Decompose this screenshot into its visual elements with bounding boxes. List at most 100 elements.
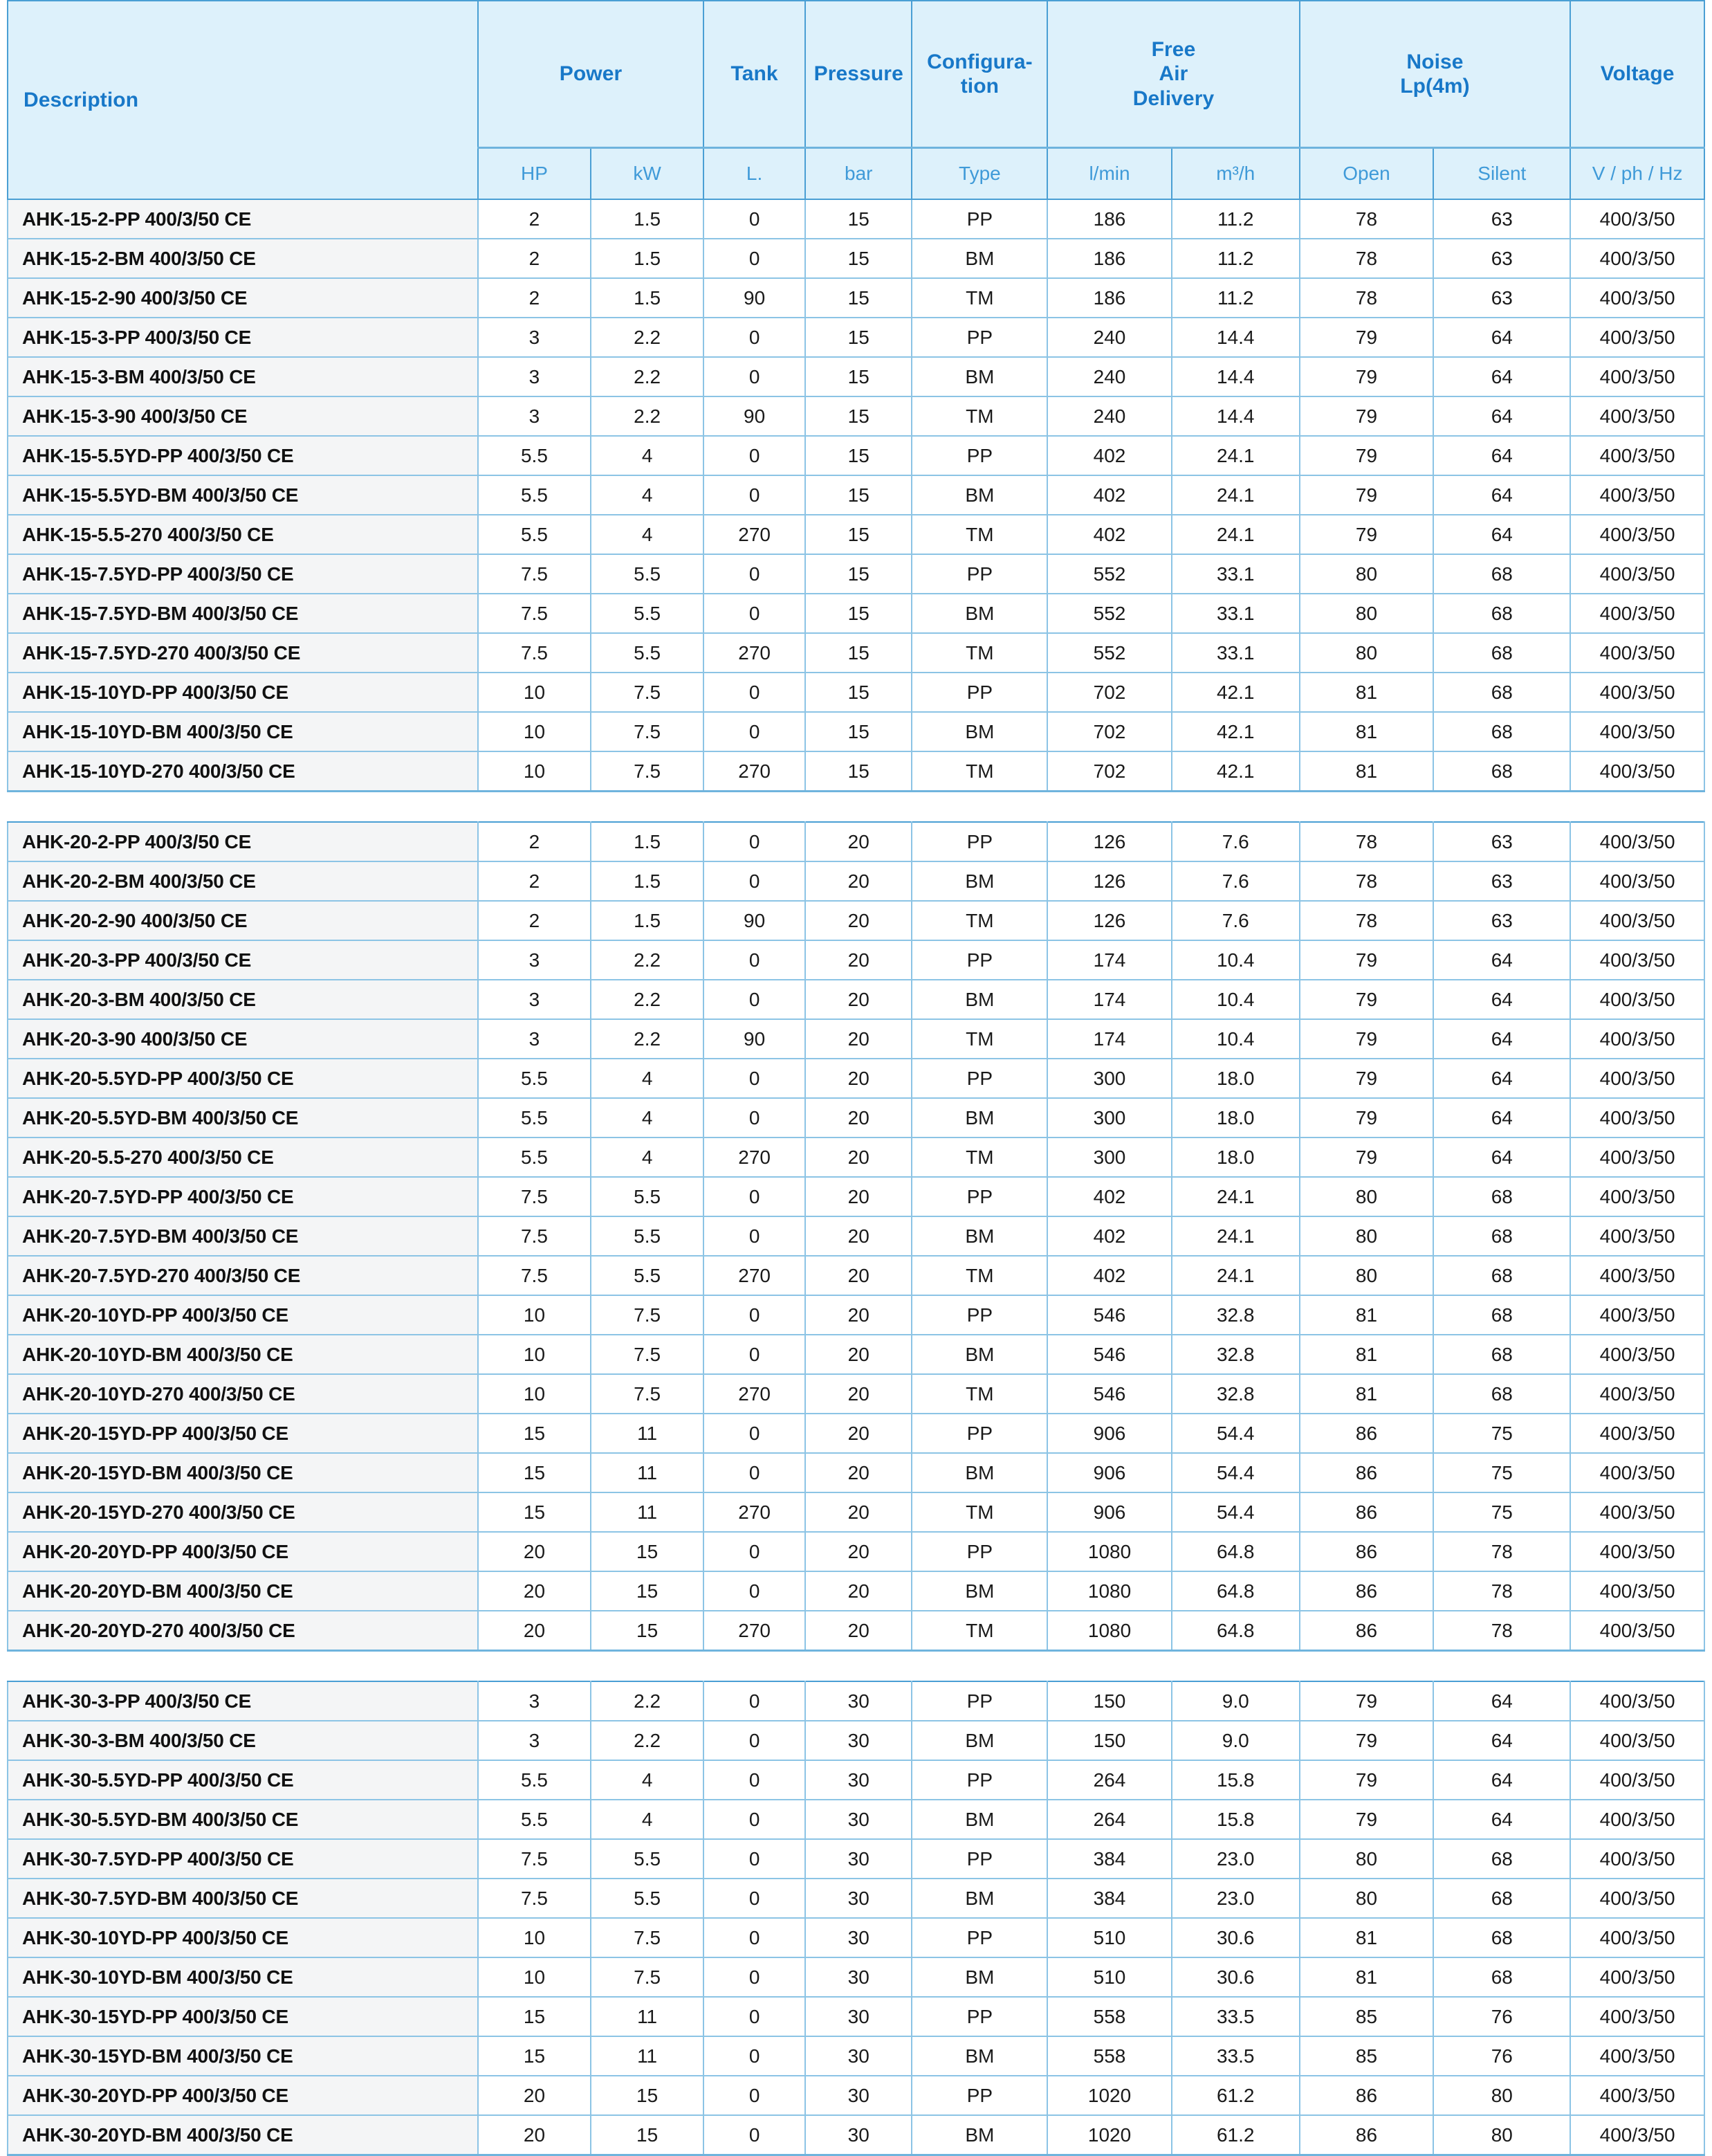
cell-bar: 20 [804,1334,913,1375]
cell-noise-silent: 68 [1433,1176,1572,1217]
cell-hp: 10 [477,1373,592,1414]
table-row[interactable]: AHK-15-2-BM 400/3/50 CE 2 1.5 0 15 BM 186 11.2 7… [7,238,1705,279]
table-row[interactable]: AHK-20-10YD-270 400/3/50 CE 10 7.5 270 20 TM 5… [7,1373,1705,1414]
cell-noise-open: 78 [1298,199,1435,239]
table-row[interactable]: AHK-20-10YD-PP 400/3/50 CE 10 7.5 0 20 PP 546 3… [7,1295,1705,1335]
cell-lmin: 546 [1047,1295,1172,1335]
table-row[interactable]: AHK-30-5.5YD-BM 400/3/50 CE 5.5 4 0 30 BM 264 1… [7,1799,1705,1840]
table-row[interactable]: AHK-20-20YD-PP 400/3/50 CE 20 15 0 20 PP 1080 6… [7,1531,1705,1572]
table-row[interactable]: AHK-15-3-PP 400/3/50 CE 3 2.2 0 15 PP 240 14.4 7… [7,317,1705,358]
cell-hp: 20 [477,1571,592,1611]
cell-kw: 2.2 [590,940,705,980]
cell-lmin: 906 [1047,1413,1172,1454]
table-row[interactable]: AHK-30-10YD-PP 400/3/50 CE 10 7.5 0 30 PP 510 3… [7,1917,1705,1958]
cell-kw: 15 [590,2075,705,2116]
cell-voltage: 400/3/50 [1570,317,1705,358]
table-row[interactable]: AHK-30-7.5YD-BM 400/3/50 CE 7.5 5.5 0 30 BM 38… [7,1878,1705,1919]
cell-m3h: 42.1 [1170,711,1300,752]
cell-bar: 20 [804,1452,913,1493]
table-row[interactable]: AHK-30-3-PP 400/3/50 CE 3 2.2 0 30 PP 150 9.0 79… [7,1681,1705,1721]
cell-type: TM [911,632,1049,673]
table-row[interactable]: AHK-20-15YD-BM 400/3/50 CE 15 11 0 20 BM 906 54… [7,1452,1705,1493]
table-row[interactable]: AHK-20-5.5YD-BM 400/3/50 CE 5.5 4 0 20 BM 300 1… [7,1097,1705,1138]
cell-type: PP [911,1838,1049,1879]
cell-voltage: 400/3/50 [1570,1957,1705,1998]
table-row[interactable]: AHK-15-5.5YD-PP 400/3/50 CE 5.5 4 0 15 PP 402 2… [7,435,1705,476]
cell-noise-open: 79 [1298,979,1435,1020]
cell-m3h: 24.1 [1170,514,1300,555]
cell-description: AHK-20-15YD-PP 400/3/50 CE [7,1413,479,1454]
cell-m3h: 24.1 [1170,475,1300,515]
cell-hp: 3 [477,356,592,397]
cell-m3h: 32.8 [1170,1295,1300,1335]
unit-header-litres: L. [703,147,807,200]
table-row[interactable]: AHK-20-5.5-270 400/3/50 CE 5.5 4 270 20 TM 300… [7,1137,1705,1178]
cell-m3h: 30.6 [1170,1957,1300,1998]
table-row[interactable]: AHK-20-7.5YD-BM 400/3/50 CE 7.5 5.5 0 20 BM 40… [7,1216,1705,1257]
cell-kw: 4 [590,514,705,555]
cell-kw: 1.5 [590,277,705,318]
table-row[interactable]: AHK-30-20YD-BM 400/3/50 CE 20 15 0 30 BM 1020 6… [7,2114,1705,2156]
cell-type: PP [911,1295,1049,1335]
table-row[interactable]: AHK-15-2-PP 400/3/50 CE 2 1.5 0 15 PP 186 11.2 7… [7,199,1705,239]
table-row[interactable]: AHK-20-10YD-BM 400/3/50 CE 10 7.5 0 20 BM 546 3… [7,1334,1705,1375]
cell-lmin: 906 [1047,1492,1172,1533]
table-row[interactable]: AHK-15-3-BM 400/3/50 CE 3 2.2 0 15 BM 240 14.4 7… [7,356,1705,397]
table-row[interactable]: AHK-20-20YD-BM 400/3/50 CE 20 15 0 20 BM 1080 6… [7,1571,1705,1611]
table-row[interactable]: AHK-20-3-BM 400/3/50 CE 3 2.2 0 20 BM 174 10.4 7… [7,979,1705,1020]
cell-noise-open: 79 [1298,475,1435,515]
group-spacer-cell [8,1650,1704,1681]
cell-noise-silent: 75 [1433,1492,1572,1533]
table-row[interactable]: AHK-15-10YD-BM 400/3/50 CE 10 7.5 0 15 BM 702 4… [7,711,1705,752]
cell-lmin: 510 [1047,1957,1172,1998]
cell-description: AHK-30-5.5YD-BM 400/3/50 CE [7,1799,479,1840]
table-row[interactable]: AHK-20-3-90 400/3/50 CE 3 2.2 90 20 TM 174 10.4… [7,1018,1705,1059]
table-row[interactable]: AHK-30-15YD-PP 400/3/50 CE 15 11 0 30 PP 558 33… [7,1996,1705,2037]
unit-header-bar: bar [804,147,913,200]
table-row[interactable]: AHK-30-20YD-PP 400/3/50 CE 20 15 0 30 PP 1020 6… [7,2075,1705,2116]
table-row[interactable]: AHK-15-7.5YD-270 400/3/50 CE 7.5 5.5 270 15 T… [7,632,1705,673]
cell-noise-silent: 68 [1433,1216,1572,1257]
table-row[interactable]: AHK-15-5.5YD-BM 400/3/50 CE 5.5 4 0 15 BM 402 2… [7,475,1705,515]
table-row[interactable]: AHK-15-3-90 400/3/50 CE 3 2.2 90 15 TM 240 14.4… [7,396,1705,437]
table-row[interactable]: AHK-15-10YD-270 400/3/50 CE 10 7.5 270 15 TM 7… [7,751,1705,792]
cell-type: BM [911,1216,1049,1257]
table-row[interactable]: AHK-20-5.5YD-PP 400/3/50 CE 5.5 4 0 20 PP 300 1… [7,1058,1705,1099]
cell-type: BM [911,1334,1049,1375]
cell-noise-silent: 68 [1433,751,1572,792]
table-row[interactable]: AHK-15-10YD-PP 400/3/50 CE 10 7.5 0 15 PP 702 4… [7,672,1705,713]
cell-type: TM [911,396,1049,437]
table-row[interactable]: AHK-20-15YD-PP 400/3/50 CE 15 11 0 20 PP 906 54… [7,1413,1705,1454]
table-row[interactable]: AHK-20-7.5YD-270 400/3/50 CE 7.5 5.5 270 20 T… [7,1255,1705,1296]
table-row[interactable]: AHK-30-3-BM 400/3/50 CE 3 2.2 0 30 BM 150 9.0 79… [7,1720,1705,1761]
table-row[interactable]: AHK-15-2-90 400/3/50 CE 2 1.5 90 15 TM 186 11.2… [7,277,1705,318]
cell-lmin: 402 [1047,475,1172,515]
fad-label-line3: Delivery [1132,86,1215,110]
cell-type: PP [911,1760,1049,1800]
cell-noise-open: 79 [1298,435,1435,476]
cell-type: BM [911,238,1049,279]
table-row[interactable]: AHK-20-2-PP 400/3/50 CE 2 1.5 0 20 PP 126 7.6 78… [7,821,1705,862]
table-row[interactable]: AHK-20-20YD-270 400/3/50 CE 20 15 270 20 TM 10… [7,1610,1705,1652]
cell-kw: 5.5 [590,1878,705,1919]
table-row[interactable]: AHK-15-7.5YD-PP 400/3/50 CE 7.5 5.5 0 15 PP 55… [7,554,1705,594]
table-row[interactable]: AHK-15-5.5-270 400/3/50 CE 5.5 4 270 15 TM 402… [7,514,1705,555]
table-row[interactable]: AHK-30-7.5YD-PP 400/3/50 CE 7.5 5.5 0 30 PP 38… [7,1838,1705,1879]
table-row[interactable]: AHK-15-7.5YD-BM 400/3/50 CE 7.5 5.5 0 15 BM 55… [7,593,1705,634]
table-row[interactable]: AHK-30-5.5YD-PP 400/3/50 CE 5.5 4 0 30 PP 264 1… [7,1760,1705,1800]
table-row[interactable]: AHK-20-2-90 400/3/50 CE 2 1.5 90 20 TM 126 7.6 7… [7,900,1705,941]
table-row[interactable]: AHK-20-15YD-270 400/3/50 CE 15 11 270 20 TM 90… [7,1492,1705,1533]
cell-voltage: 400/3/50 [1570,632,1705,673]
table-row[interactable]: AHK-20-2-BM 400/3/50 CE 2 1.5 0 20 BM 126 7.6 78… [7,861,1705,902]
table-row[interactable]: AHK-20-7.5YD-PP 400/3/50 CE 7.5 5.5 0 20 PP 40… [7,1176,1705,1217]
cell-lmin: 1080 [1047,1610,1172,1652]
cell-voltage: 400/3/50 [1570,1295,1705,1335]
cell-noise-silent: 68 [1433,1295,1572,1335]
table-row[interactable]: AHK-30-10YD-BM 400/3/50 CE 10 7.5 0 30 BM 510 3… [7,1957,1705,1998]
cell-litres: 270 [703,751,807,792]
cell-hp: 2 [477,238,592,279]
table-row[interactable]: AHK-30-15YD-BM 400/3/50 CE 15 11 0 30 BM 558 33… [7,2036,1705,2076]
table-row[interactable]: AHK-20-3-PP 400/3/50 CE 3 2.2 0 20 PP 174 10.4 7… [7,940,1705,980]
cell-litres: 270 [703,1610,807,1652]
cell-litres: 0 [703,554,807,594]
